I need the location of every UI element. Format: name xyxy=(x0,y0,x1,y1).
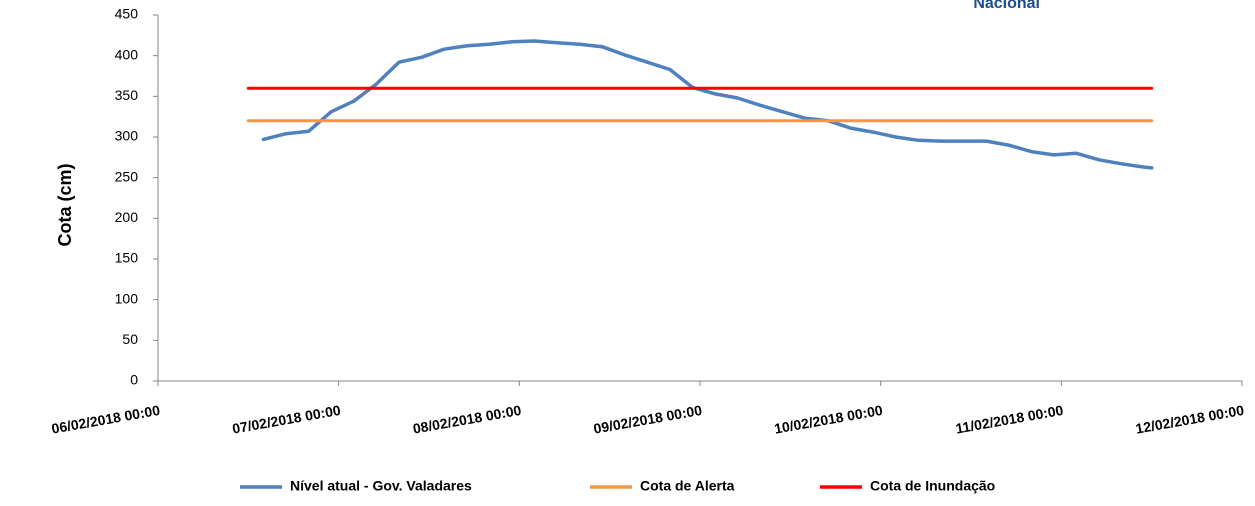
y-tick-label: 100 xyxy=(115,290,139,306)
x-tick-label: 12/02/2018 00:00 xyxy=(1134,402,1245,437)
y-tick-label: 450 xyxy=(115,6,139,22)
y-tick-label: 300 xyxy=(115,128,139,144)
x-tick-label: 08/02/2018 00:00 xyxy=(412,402,523,437)
y-tick-label: 150 xyxy=(115,250,139,266)
y-tick-label: 50 xyxy=(122,331,138,347)
x-tick-label: 10/02/2018 00:00 xyxy=(773,402,884,437)
x-tick-label: 11/02/2018 00:00 xyxy=(954,402,1064,437)
y-tick-label: 200 xyxy=(115,209,139,225)
x-tick-label: 06/02/2018 00:00 xyxy=(50,402,161,437)
logo-text: Nacional xyxy=(973,0,1040,12)
y-tick-label: 0 xyxy=(130,372,138,388)
x-tick-label: 09/02/2018 00:00 xyxy=(592,402,703,437)
y-tick-label: 350 xyxy=(115,87,139,103)
series-line xyxy=(261,39,1154,170)
legend-label: Cota de Alerta xyxy=(640,478,735,494)
y-axis-label: Cota (cm) xyxy=(55,163,75,246)
y-tick-label: 400 xyxy=(115,46,139,62)
legend-label: Cota de Inundação xyxy=(870,478,995,494)
x-tick-label: 07/02/2018 00:00 xyxy=(231,402,342,437)
y-tick-label: 250 xyxy=(115,168,139,184)
legend-label: Nível atual - Gov. Valadares xyxy=(290,478,472,494)
